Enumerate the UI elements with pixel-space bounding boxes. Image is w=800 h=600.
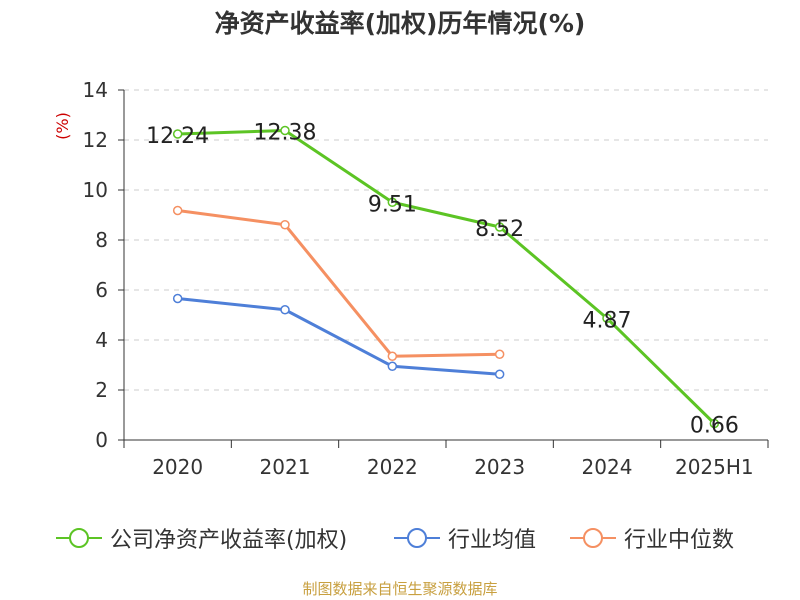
data-point bbox=[172, 293, 183, 304]
data-label: 8.52 bbox=[475, 217, 524, 242]
x-tick-label: 2023 bbox=[474, 455, 525, 479]
y-tick-label: 0 bbox=[95, 428, 108, 452]
y-tick-label: 6 bbox=[95, 278, 108, 302]
data-point bbox=[172, 205, 183, 216]
x-tick-label: 2021 bbox=[260, 455, 311, 479]
series-line bbox=[177, 209, 500, 358]
data-point bbox=[709, 418, 720, 429]
data-label: 0.66 bbox=[690, 414, 739, 439]
grid-lines bbox=[124, 89, 768, 391]
data-labels: 12.24 12.38 9.51 8.52 4.87 0.66 bbox=[146, 121, 739, 439]
data-point bbox=[172, 129, 183, 139]
data-point bbox=[494, 222, 505, 232]
y-tick-label: 14 bbox=[83, 78, 108, 102]
data-point bbox=[494, 369, 505, 379]
legend-marker-icon bbox=[570, 528, 616, 548]
y-tick-label: 4 bbox=[95, 328, 108, 352]
data-point bbox=[280, 305, 290, 315]
data-point bbox=[494, 349, 505, 359]
data-label: 12.24 bbox=[146, 124, 209, 149]
data-point bbox=[387, 361, 398, 371]
chart-title: 净资产收益率(加权)历年情况(%) bbox=[214, 9, 586, 38]
legend-label-company: 公司净资产收益率(加权) bbox=[110, 528, 348, 553]
legend-item-company[interactable]: 公司净资产收益率(加权) bbox=[54, 518, 347, 558]
data-label: 4.87 bbox=[583, 308, 632, 333]
y-tick-label: 8 bbox=[95, 228, 108, 252]
legend: 公司净资产收益率(加权) 行业均值 行业中位数 bbox=[0, 518, 800, 558]
x-tick-label: 2025H1 bbox=[675, 455, 754, 479]
x-tick-label: 2024 bbox=[582, 455, 633, 479]
data-point bbox=[280, 220, 290, 230]
y-tick-label: 2 bbox=[95, 378, 108, 402]
data-point bbox=[387, 351, 398, 361]
data-point bbox=[602, 313, 612, 323]
x-tick-label: 2020 bbox=[152, 455, 203, 479]
legend-marker-icon bbox=[56, 528, 102, 548]
legend-item-industry-median[interactable]: 行业中位数 bbox=[568, 518, 734, 558]
legend-item-industry-mean[interactable]: 行业均值 bbox=[392, 518, 536, 558]
series-lines bbox=[172, 125, 720, 429]
legend-marker-icon bbox=[394, 528, 440, 548]
y-tick-label: 10 bbox=[83, 178, 108, 202]
legend-label-industry-mean: 行业均值 bbox=[448, 528, 537, 553]
data-label: 12.38 bbox=[254, 121, 317, 146]
series-line bbox=[177, 297, 500, 376]
axes: 0 2 4 6 8 10 12 14 2020 2021 2022 2023 2024 2025H1 (%) bbox=[53, 78, 769, 479]
y-tick-label: 12 bbox=[83, 128, 108, 152]
y-axis-label: (%) bbox=[53, 112, 72, 140]
x-tick-label: 2022 bbox=[367, 455, 418, 479]
data-point bbox=[387, 197, 398, 207]
legend-label-industry-median: 行业中位数 bbox=[624, 528, 735, 553]
source-note: 制图数据来自恒生聚源数据库 bbox=[302, 580, 498, 598]
data-label: 9.51 bbox=[368, 192, 417, 217]
series-line bbox=[177, 129, 716, 425]
data-point bbox=[280, 125, 290, 136]
